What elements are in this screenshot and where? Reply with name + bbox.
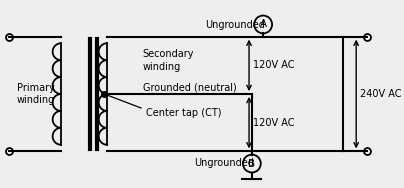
Text: Primary
winding: Primary winding (17, 83, 55, 105)
Text: A: A (260, 19, 267, 30)
Text: 240V AC: 240V AC (360, 89, 402, 99)
Text: B: B (248, 158, 255, 169)
Text: 120V AC: 120V AC (253, 118, 294, 128)
Text: Center tap (CT): Center tap (CT) (146, 108, 221, 118)
Text: 120V AC: 120V AC (253, 60, 294, 70)
Text: Ungrounded: Ungrounded (194, 158, 254, 168)
Text: Ungrounded: Ungrounded (205, 20, 265, 30)
Text: Grounded (neutral): Grounded (neutral) (143, 82, 237, 92)
Text: Secondary
winding: Secondary winding (143, 49, 194, 72)
